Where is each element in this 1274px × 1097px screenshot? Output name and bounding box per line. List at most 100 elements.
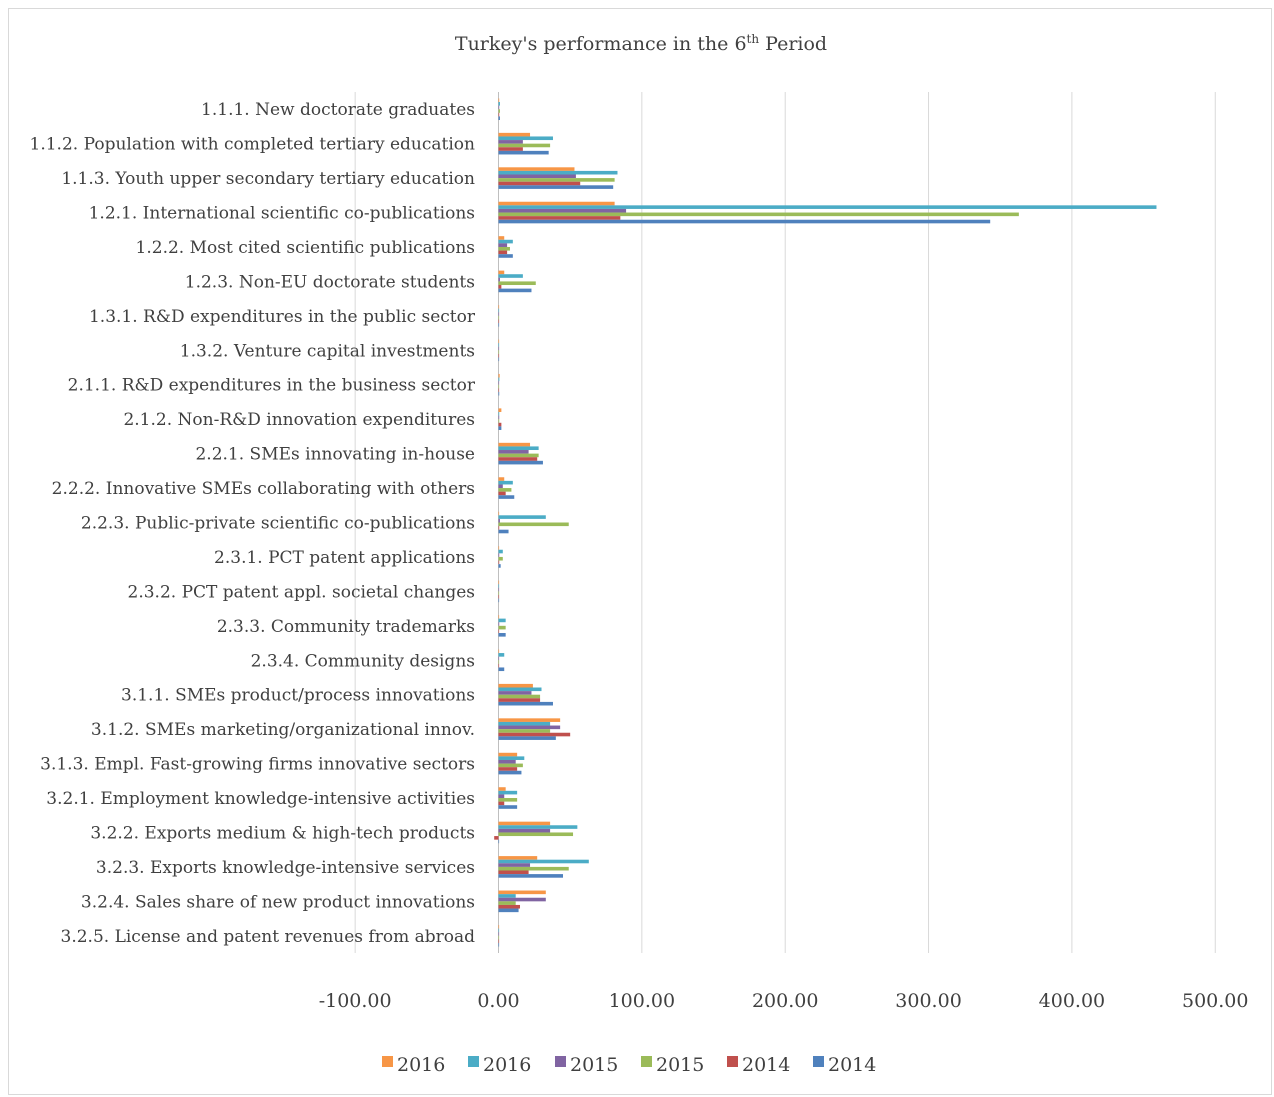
x-tick-label: 100.00 — [609, 990, 675, 1012]
bar — [498, 928, 500, 933]
bar — [498, 663, 500, 668]
category-label: 2.3.3. Community trademarks — [217, 617, 475, 637]
bar — [498, 140, 523, 144]
bar — [498, 721, 551, 726]
category-label: 3.2.5. License and patent revenues from … — [61, 927, 476, 947]
bar — [498, 725, 561, 730]
bar — [498, 787, 506, 791]
bar — [498, 319, 500, 324]
bar — [498, 205, 1157, 209]
bar — [498, 832, 574, 837]
bar — [498, 350, 500, 354]
bar — [498, 132, 531, 137]
bar — [498, 388, 500, 392]
bar — [498, 736, 556, 740]
bar — [498, 491, 506, 496]
bar — [498, 718, 561, 722]
bar — [498, 828, 551, 833]
bar — [498, 178, 615, 182]
bar — [498, 660, 500, 664]
bar — [498, 515, 546, 519]
bar — [498, 859, 589, 864]
bar — [498, 518, 500, 523]
bar — [498, 935, 500, 940]
bar — [498, 426, 502, 430]
bar — [498, 384, 500, 389]
bar — [498, 560, 500, 565]
category-label: 2.2.3. Public-private scientific co-publ… — [81, 514, 475, 534]
category-label: 2.3.4. Community designs — [251, 651, 475, 671]
bar — [498, 580, 500, 585]
bar — [498, 136, 553, 141]
bar — [498, 285, 502, 289]
bar — [498, 216, 621, 220]
bar — [498, 511, 500, 516]
bar — [498, 270, 505, 275]
bar — [498, 904, 521, 909]
bar — [498, 312, 500, 316]
category-label: 1.1.3. Youth upper secondary tertiary ed… — [61, 169, 475, 189]
bar — [498, 170, 618, 175]
bar — [498, 208, 627, 213]
bar — [498, 866, 569, 871]
category-label: 3.1.3. Empl. Fast-growing firms innovati… — [40, 755, 475, 775]
category-labels: 1.1.1. New doctorate graduates 1.1.2. Pop… — [30, 100, 476, 947]
bar — [498, 763, 523, 768]
bar — [498, 584, 500, 588]
bar — [498, 381, 500, 385]
bar — [498, 897, 546, 902]
x-tick-label: 400.00 — [1039, 990, 1105, 1012]
bar — [498, 181, 581, 186]
bar — [498, 243, 508, 247]
legend-label: 2014 — [742, 1054, 790, 1076]
bars — [494, 98, 1157, 947]
category-label: 1.2.3. Non-EU doctorate students — [185, 272, 475, 292]
bar — [498, 839, 500, 844]
legend-swatch — [813, 1056, 824, 1067]
bar — [498, 629, 500, 634]
bar — [498, 422, 502, 427]
bar — [498, 890, 546, 895]
bar — [498, 281, 536, 286]
bar — [498, 901, 516, 905]
bar — [498, 105, 500, 110]
bar — [498, 942, 500, 947]
bar — [498, 457, 538, 461]
bar — [498, 236, 505, 240]
bar — [498, 274, 523, 278]
category-label: 2.2.1. SMEs innovating in-house — [195, 445, 475, 465]
legend-label: 2016 — [397, 1054, 445, 1076]
bar — [498, 308, 500, 313]
bar — [498, 805, 518, 809]
bar — [494, 836, 499, 840]
bar — [498, 556, 503, 561]
bar — [498, 553, 500, 557]
chart-frame — [8, 8, 1272, 1095]
bar — [498, 801, 505, 806]
category-label: 2.3.1. PCT patent applications — [214, 548, 475, 568]
bar — [498, 526, 500, 530]
bar — [498, 408, 502, 412]
category-label: 2.1.2. Non-R&D innovation expenditures — [123, 410, 475, 430]
legend-label: 2015 — [570, 1054, 618, 1076]
category-label: 3.2.2. Exports medium & high-tech produc… — [90, 823, 475, 843]
category-label: 1.3.2. Venture capital investments — [180, 341, 475, 361]
legend-swatch — [641, 1056, 652, 1067]
bar — [498, 477, 505, 481]
bar — [498, 759, 516, 764]
bar — [498, 495, 515, 499]
category-label: 2.1.1. R&D expenditures in the business … — [68, 376, 476, 396]
bar — [498, 667, 505, 672]
bar — [498, 377, 500, 382]
bar — [498, 752, 518, 757]
bar — [498, 453, 539, 458]
bar — [498, 254, 513, 258]
legend-swatch — [382, 1056, 393, 1067]
bar — [498, 649, 500, 654]
bar — [498, 277, 500, 282]
legend-label: 2016 — [483, 1054, 531, 1076]
bar — [498, 315, 500, 320]
bar — [498, 856, 538, 860]
bar — [498, 98, 500, 103]
legend-swatch — [555, 1056, 566, 1067]
